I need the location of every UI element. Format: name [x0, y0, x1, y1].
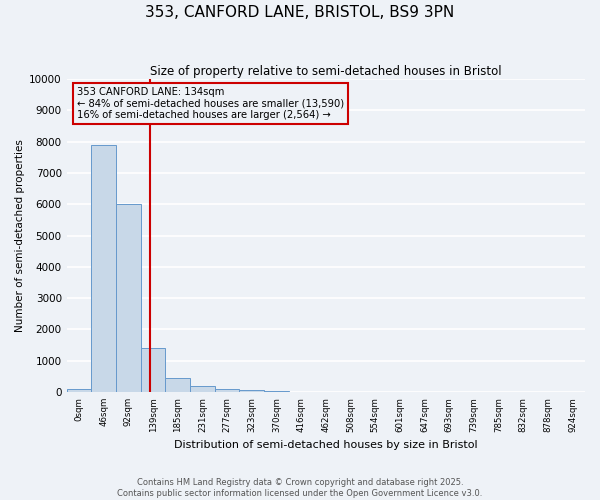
Text: 353 CANFORD LANE: 134sqm
← 84% of semi-detached houses are smaller (13,590)
16% : 353 CANFORD LANE: 134sqm ← 84% of semi-d… — [77, 87, 344, 120]
X-axis label: Distribution of semi-detached houses by size in Bristol: Distribution of semi-detached houses by … — [174, 440, 478, 450]
Bar — [141, 348, 166, 392]
Text: 353, CANFORD LANE, BRISTOL, BS9 3PN: 353, CANFORD LANE, BRISTOL, BS9 3PN — [145, 5, 455, 20]
Bar — [116, 204, 141, 392]
Bar — [215, 389, 239, 392]
Bar — [190, 386, 215, 392]
Bar — [239, 390, 264, 392]
Text: Contains HM Land Registry data © Crown copyright and database right 2025.
Contai: Contains HM Land Registry data © Crown c… — [118, 478, 482, 498]
Bar — [67, 389, 91, 392]
Title: Size of property relative to semi-detached houses in Bristol: Size of property relative to semi-detach… — [150, 65, 502, 78]
Bar — [166, 378, 190, 392]
Y-axis label: Number of semi-detached properties: Number of semi-detached properties — [15, 139, 25, 332]
Bar — [91, 145, 116, 392]
